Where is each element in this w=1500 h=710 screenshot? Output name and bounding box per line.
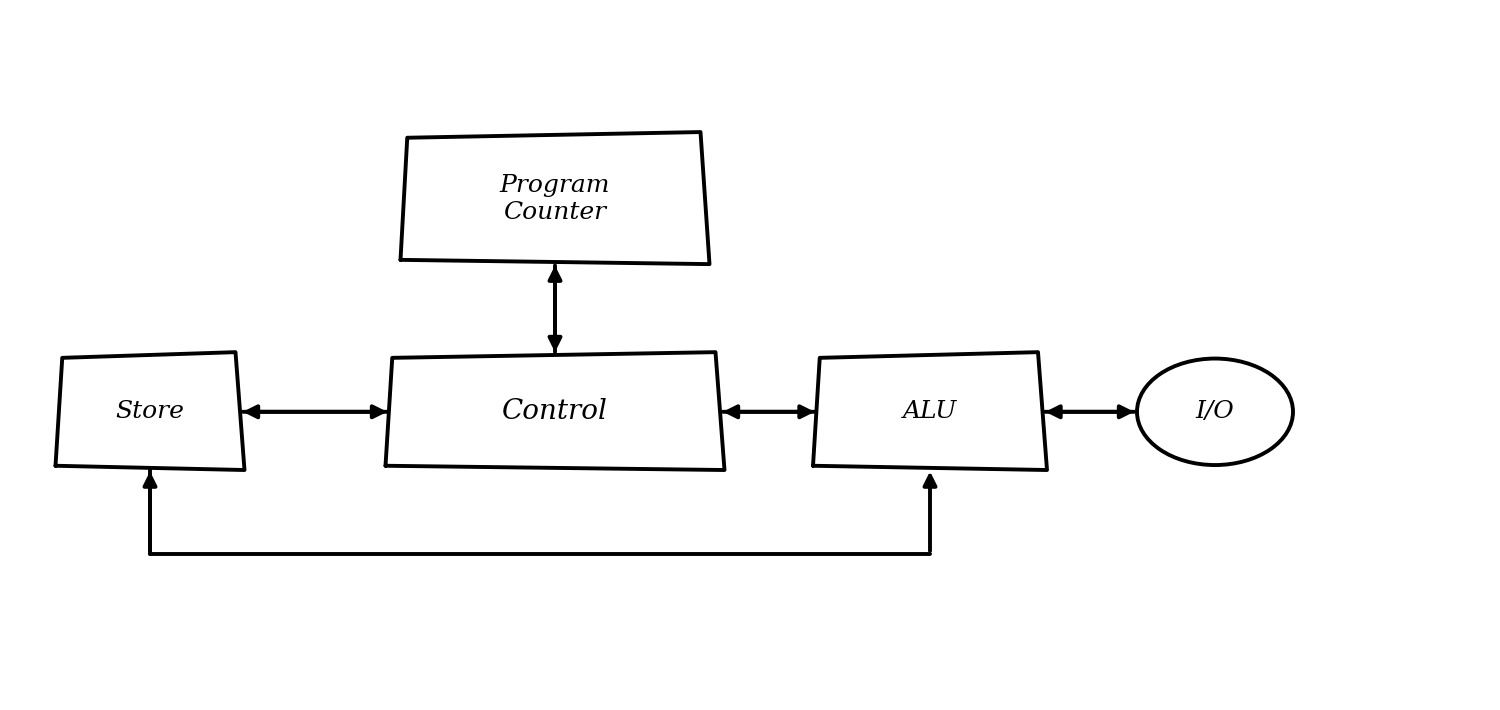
Text: Program
Counter: Program Counter <box>500 174 610 224</box>
Text: I/O: I/O <box>1196 400 1234 423</box>
Text: Store: Store <box>116 400 184 423</box>
Text: Control: Control <box>503 398 608 425</box>
Text: ALU: ALU <box>903 400 957 423</box>
